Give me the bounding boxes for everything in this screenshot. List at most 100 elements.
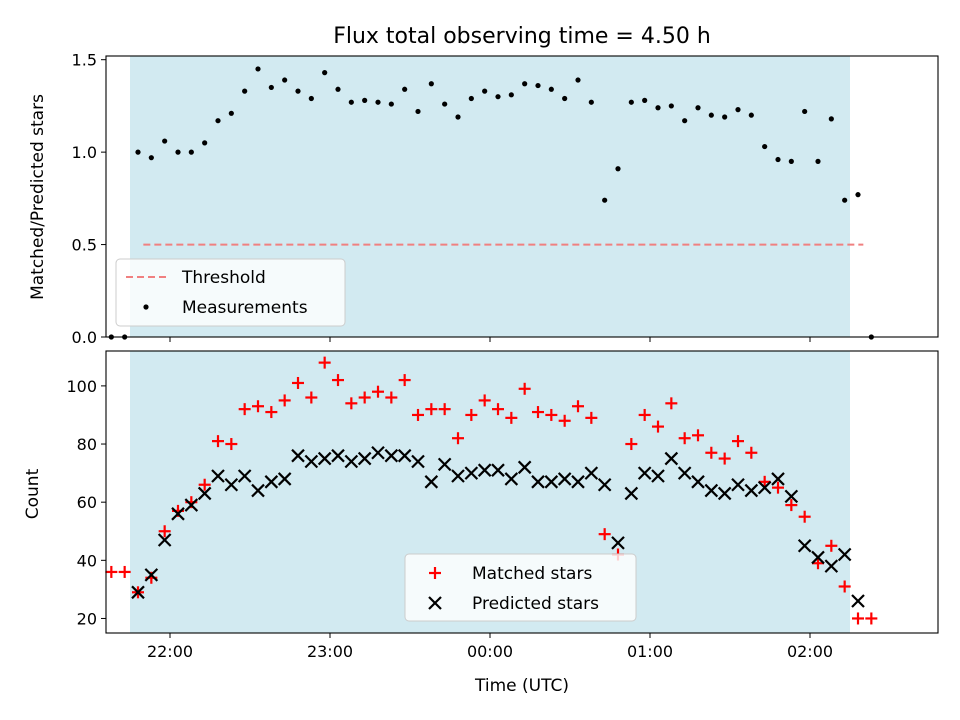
- matched-star-point: [198, 478, 211, 491]
- predicted-star-point: [704, 483, 719, 498]
- matched-star-point: [158, 525, 171, 538]
- top-y-tick-label: 0.0: [72, 328, 97, 347]
- legend-predicted-swatch: [428, 596, 442, 610]
- predicted-star-point: [651, 469, 665, 483]
- bottom-x-tick-label: 23:00: [307, 642, 353, 661]
- measurement-point: [708, 112, 714, 118]
- matched-star-point: [545, 408, 558, 421]
- bottom-legend: Matched stars Predicted stars: [404, 553, 637, 622]
- measurement-point: [655, 105, 661, 111]
- matched-star-point: [372, 385, 384, 398]
- predicted-star-point: [291, 448, 305, 463]
- legend-measurements-swatch: [143, 304, 149, 310]
- predicted-star-point: [331, 448, 345, 463]
- measurement-point: [775, 156, 781, 163]
- measurement-point: [735, 107, 741, 113]
- predicted-star-point: [677, 466, 692, 480]
- bottom-y-tick-label: 80: [77, 435, 97, 454]
- measurement-point: [588, 99, 594, 105]
- measurement-point: [802, 108, 808, 115]
- bottom-ticks: 20 40 60 80 100 22:00 23:00 00:00 01:00 02:00: [66, 377, 833, 661]
- measurement-point: [695, 105, 701, 111]
- measurement-point: [788, 158, 794, 164]
- measurement-point: [175, 149, 181, 155]
- legend-matched-label: Matched stars: [472, 564, 592, 584]
- matched-star-point: [745, 446, 758, 459]
- predicted-star-point: [437, 457, 452, 472]
- measurement-point: [415, 108, 421, 115]
- matched-star-point: [225, 438, 238, 451]
- matched-star-point: [812, 557, 824, 570]
- matched-star-point: [865, 612, 878, 625]
- legend-predicted-label: Predicted stars: [472, 594, 599, 614]
- matched-star-point: [518, 382, 531, 395]
- matched-star-point: [758, 475, 771, 488]
- bottom-marks: [105, 356, 878, 625]
- matched-star-point: [452, 432, 464, 445]
- measurement-point: [548, 86, 554, 92]
- legend-matched-swatch: [429, 567, 441, 579]
- measurement-point: [522, 81, 528, 87]
- measurement-point: [642, 97, 648, 103]
- matched-star-point: [332, 374, 344, 387]
- matched-star-point: [638, 408, 651, 421]
- measurement-point: [135, 149, 141, 155]
- predicted-star-point: [251, 483, 265, 498]
- matched-star-point: [478, 394, 491, 407]
- measurement-point: [615, 166, 621, 172]
- predicted-star-point: [264, 475, 279, 489]
- predicted-star-point: [211, 469, 225, 483]
- matched-star-point: [238, 403, 251, 416]
- predicted-star-point: [517, 460, 532, 475]
- bottom-y-tick-label: 20: [77, 609, 97, 628]
- measurement-point: [495, 94, 501, 100]
- predicted-star-point: [451, 469, 465, 483]
- matched-star-point: [492, 403, 504, 416]
- top-panel: 0.0 0.5 1.0 1.5 Flux total observing time =…: [28, 24, 939, 347]
- matched-star-point: [772, 481, 784, 494]
- bottom-axes-frame: [105, 350, 939, 634]
- matched-star-point: [785, 499, 798, 512]
- matched-star-point: [665, 397, 678, 410]
- predicted-star-point: [691, 475, 705, 489]
- matched-star-point: [465, 408, 478, 421]
- predicted-star-point: [184, 498, 199, 512]
- matched-star-point: [345, 397, 358, 410]
- measurement-point: [282, 77, 288, 83]
- top-y-tick-label: 1.0: [72, 143, 97, 162]
- predicted-star-point: [384, 448, 399, 463]
- predicted-star-point: [424, 475, 439, 489]
- measurement-point: [575, 77, 581, 83]
- predicted-star-point: [357, 451, 372, 466]
- predicted-star-point: [784, 489, 799, 504]
- measurement-point: [468, 95, 474, 102]
- matched-star-point: [385, 391, 398, 404]
- measurement-point: [255, 66, 261, 72]
- predicted-star-point: [237, 469, 252, 483]
- matched-star-point: [398, 374, 411, 387]
- predicted-star-point: [277, 472, 292, 486]
- top-y-tick-label: 1.5: [72, 51, 97, 70]
- bottom-x-tick-label: 22:00: [147, 642, 193, 661]
- bottom-y-axis-label: Count: [23, 468, 43, 519]
- matched-star-point: [598, 528, 611, 541]
- matched-star-point: [358, 391, 371, 404]
- predicted-star-point: [717, 486, 732, 501]
- bottom-panel: 20 40 60 80 100 22:00 23:00 00:00 01:00 02:00 Tim…: [23, 350, 939, 696]
- predicted-star-point: [757, 480, 772, 495]
- predicted-star-point: [544, 475, 559, 489]
- predicted-star-point: [744, 483, 759, 498]
- measurement-point: [508, 92, 514, 98]
- measurement-point: [428, 81, 434, 87]
- measurement-point: [308, 95, 314, 102]
- predicted-star-point: [144, 568, 159, 582]
- bottom-y-tick-label: 40: [77, 551, 97, 570]
- matched-star-point: [705, 446, 718, 459]
- matched-star-point: [438, 403, 451, 416]
- measurement-point: [602, 197, 608, 203]
- matched-star-point: [678, 432, 691, 445]
- predicted-star-point: [171, 507, 185, 521]
- matched-star-point: [425, 403, 438, 416]
- measurement-point: [842, 197, 848, 203]
- measurement-point: [762, 143, 768, 150]
